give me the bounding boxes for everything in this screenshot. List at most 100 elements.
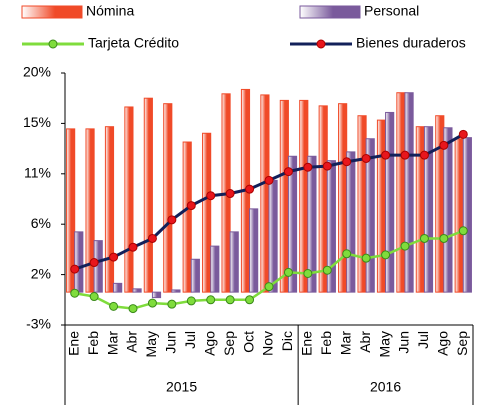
legend-label: Tarjeta Crédito xyxy=(88,35,179,51)
point xyxy=(439,140,449,150)
x-tick-label: Jun xyxy=(163,331,179,354)
bar xyxy=(190,258,200,293)
x-tick-label: Sep xyxy=(454,331,470,356)
point xyxy=(322,265,332,275)
point xyxy=(147,233,157,243)
point xyxy=(70,288,80,298)
x-tick-label: Dic xyxy=(279,331,295,351)
point xyxy=(342,157,352,167)
point xyxy=(186,296,196,306)
point xyxy=(186,201,196,211)
point xyxy=(381,250,391,260)
point xyxy=(89,292,99,302)
point xyxy=(128,242,138,252)
bar xyxy=(113,282,123,293)
point xyxy=(303,269,313,279)
x-tick-label: Sep xyxy=(221,331,237,356)
point xyxy=(303,162,313,172)
x-tick-label: May xyxy=(143,331,159,357)
point xyxy=(225,189,235,199)
group-label: 2016 xyxy=(370,379,401,395)
point xyxy=(400,241,410,251)
bar xyxy=(85,128,95,293)
point xyxy=(109,301,119,311)
legend-label: Personal xyxy=(364,3,419,19)
bar xyxy=(454,138,464,293)
x-tick-label: Jul xyxy=(415,331,431,349)
legend-label: Nómina xyxy=(86,3,134,19)
point xyxy=(70,264,80,274)
point xyxy=(419,150,429,160)
bar xyxy=(210,245,220,293)
x-tick-label: Mar xyxy=(104,331,120,355)
bar xyxy=(326,160,336,293)
point xyxy=(147,298,157,308)
x-tick-label: Abr xyxy=(124,331,140,353)
x-tick-label: Mar xyxy=(337,331,353,355)
bar xyxy=(346,151,356,293)
bar xyxy=(229,231,239,293)
point xyxy=(458,129,468,139)
bar xyxy=(385,111,395,293)
x-tick-label: Ago xyxy=(435,331,451,356)
bar xyxy=(249,208,259,293)
bar xyxy=(268,179,278,293)
x-tick-label: Ago xyxy=(201,331,217,356)
bar xyxy=(151,291,162,299)
point xyxy=(225,295,235,305)
y-tick-label: 2% xyxy=(31,265,51,281)
bar xyxy=(171,289,181,293)
bar xyxy=(404,92,414,293)
point xyxy=(206,295,216,305)
point xyxy=(439,233,449,243)
bar xyxy=(365,138,375,293)
bar xyxy=(443,127,453,293)
point xyxy=(458,226,468,236)
x-tick-label: May xyxy=(376,331,392,357)
x-tick-label: Ene xyxy=(299,331,315,356)
point xyxy=(206,191,216,201)
point xyxy=(419,233,429,243)
point xyxy=(400,150,410,160)
legend-swatch xyxy=(21,5,83,19)
bar xyxy=(307,155,317,293)
legend-swatch xyxy=(48,39,58,49)
bar xyxy=(260,94,270,293)
legend-label: Bienes duraderos xyxy=(356,35,466,51)
bar xyxy=(318,105,328,293)
point xyxy=(361,153,371,163)
bar xyxy=(338,103,348,293)
bar xyxy=(279,99,289,293)
point xyxy=(167,299,177,309)
bar xyxy=(74,231,84,293)
bar xyxy=(124,106,134,293)
bar xyxy=(299,99,309,293)
point xyxy=(342,249,352,259)
point xyxy=(381,150,391,160)
x-tick-label: Oct xyxy=(240,331,256,353)
point xyxy=(109,252,119,262)
x-tick-label: Jul xyxy=(182,331,198,349)
y-tick-label: -3% xyxy=(26,316,51,332)
bar xyxy=(163,103,173,293)
point xyxy=(128,304,138,314)
bar xyxy=(462,137,472,293)
y-tick-label: 11% xyxy=(24,165,51,181)
group-label: 2015 xyxy=(166,379,197,395)
point xyxy=(167,215,177,225)
bar xyxy=(287,155,298,293)
legend-swatch xyxy=(299,5,361,19)
x-tick-label: Jun xyxy=(396,331,412,354)
x-tick-label: Abr xyxy=(357,331,373,353)
y-tick-label: 15% xyxy=(23,114,51,130)
bar xyxy=(143,97,153,293)
y-tick-label: 6% xyxy=(31,215,51,231)
point xyxy=(89,258,99,268)
bar xyxy=(357,115,367,293)
bar xyxy=(104,126,115,293)
point xyxy=(322,161,332,171)
x-tick-label: Feb xyxy=(318,331,334,355)
bar xyxy=(376,119,387,293)
bar xyxy=(202,132,212,293)
